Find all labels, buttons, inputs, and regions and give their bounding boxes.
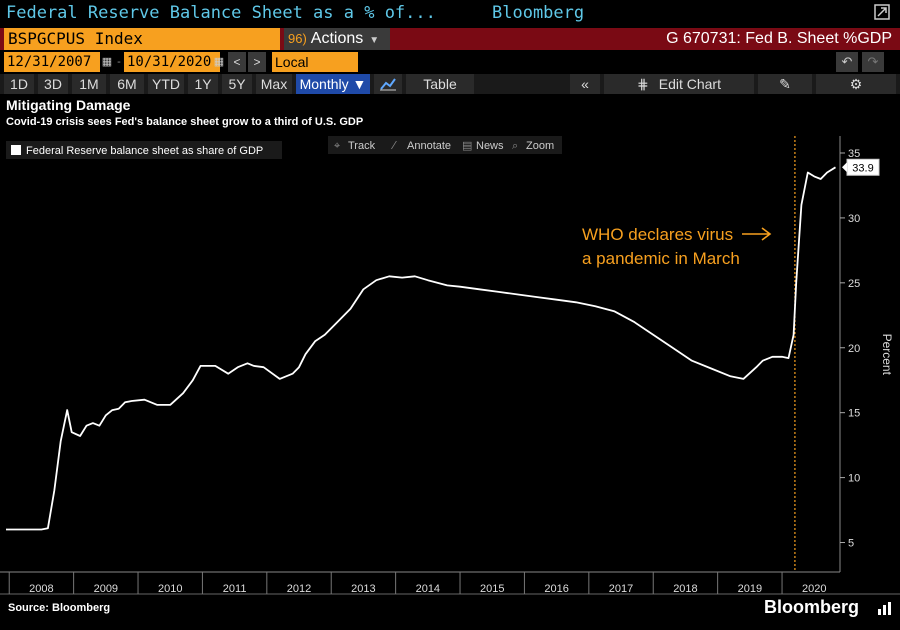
- ticker-field[interactable]: BSPGCPUS Index: [4, 28, 280, 50]
- annotation-group: WHO declares virus a pandemic in March: [582, 136, 796, 572]
- chevron-down-icon: ▼: [369, 35, 380, 46]
- chart-tool-zoom-button[interactable]: Zoom: [526, 140, 554, 152]
- calendar-icon[interactable]: ▦: [101, 56, 113, 68]
- date-separator: -: [117, 56, 121, 68]
- x-tick-label: 2010: [158, 583, 182, 595]
- date-range-bar: 12/31/2007 ▦ - 10/31/2020 ▦ < > Local CC…: [0, 52, 900, 90]
- x-tick-label: 2012: [287, 583, 311, 595]
- crosshair-icon[interactable]: ⌖: [334, 139, 340, 152]
- line-chart-icon[interactable]: [374, 74, 402, 94]
- redo-icon[interactable]: ↷: [862, 52, 884, 72]
- chart-tool-news-button[interactable]: News: [476, 140, 504, 152]
- x-axis: 2008 2009 2010 2011 2012 2013 2014 2015 2016 2017…: [8, 572, 826, 595]
- line-chart: 5 10 15 20 25 30 35 Percent 2008 2009 2010 2011 201…: [0, 136, 900, 595]
- period-1d-button[interactable]: 1D: [4, 74, 34, 94]
- news-icon[interactable]: ▤: [462, 139, 472, 152]
- x-tick-label: 2014: [416, 583, 440, 595]
- x-tick-label: 2011: [223, 583, 247, 595]
- legend-label: Federal Reserve balance sheet as share o…: [26, 145, 263, 157]
- x-tick-label: 2017: [609, 583, 633, 595]
- annotation-text: a pandemic in March: [582, 249, 740, 268]
- chart-toolbar: 1D 3D 1M 6M YTD 1Y 5Y Max Monthly ▼ Tabl…: [0, 74, 900, 94]
- y-tick-label: 20: [848, 343, 860, 355]
- period-3d-button[interactable]: 3D: [38, 74, 68, 94]
- popout-icon[interactable]: [872, 3, 892, 23]
- chart-tools: ⌖ Track ⁄ Annotate ▤ News ⌕ Zoom: [328, 136, 562, 154]
- x-tick-label: 2015: [480, 583, 504, 595]
- next-period-button[interactable]: >: [248, 52, 266, 72]
- edit-chart-button[interactable]: ⋕ Edit Chart: [604, 74, 754, 94]
- legend: Federal Reserve balance sheet as share o…: [6, 141, 282, 159]
- x-tick-label: 2016: [544, 583, 568, 595]
- x-tick-label: 2019: [738, 583, 762, 595]
- x-tick-label: 2018: [673, 583, 697, 595]
- y-tick-label: 15: [848, 408, 860, 420]
- x-tick-label: 2020: [802, 583, 826, 595]
- last-value-pointer: [842, 162, 847, 173]
- window-title-bar: Federal Reserve Balance Sheet as a % of.…: [0, 0, 900, 28]
- y-tick-label: 5: [848, 538, 854, 550]
- chart-subtitle: Covid-19 crisis sees Fed's balance sheet…: [6, 116, 364, 128]
- footer-brand-logo: Bloomberg: [764, 597, 860, 617]
- collapse-left-icon[interactable]: «: [570, 74, 600, 94]
- last-value-label: 33.9: [852, 162, 873, 174]
- pencil-icon[interactable]: ✎: [758, 74, 812, 94]
- currency-select[interactable]: Local CCY▼: [272, 52, 358, 90]
- chart-tool-annotate-button[interactable]: Annotate: [407, 140, 451, 152]
- function-title: G 670731: Fed B. Sheet %GDP: [666, 30, 892, 47]
- period-5y-button[interactable]: 5Y: [222, 74, 252, 94]
- actions-number: 96): [288, 31, 307, 46]
- annotation-arrow-icon: [742, 227, 772, 241]
- legend-swatch: [11, 145, 21, 155]
- plot-frame: [0, 136, 900, 595]
- y-axis: 5 10 15 20 25 30 35 Percent: [840, 148, 894, 550]
- y-tick-label: 35: [848, 148, 860, 160]
- zoom-icon[interactable]: ⌕: [512, 139, 518, 152]
- period-1y-button[interactable]: 1Y: [188, 74, 218, 94]
- window-title: Federal Reserve Balance Sheet as a % of.…: [6, 3, 436, 23]
- period-6m-button[interactable]: 6M: [110, 74, 144, 94]
- y-tick-label: 30: [848, 213, 860, 225]
- start-date-field[interactable]: 12/31/2007: [4, 52, 100, 72]
- actions-menu-button[interactable]: 96) Actions ▼: [284, 28, 390, 50]
- previous-period-button[interactable]: <: [228, 52, 246, 72]
- bar-chart-icon: [878, 602, 891, 615]
- period-ytd-button[interactable]: YTD: [148, 74, 184, 94]
- chart-tool-track-button[interactable]: Track: [348, 140, 376, 152]
- chart-title: Mitigating Damage: [6, 97, 131, 113]
- legend-box: [6, 141, 282, 159]
- annotate-icon[interactable]: ⁄: [390, 139, 397, 152]
- edit-chart-label: Edit Chart: [658, 76, 721, 92]
- y-axis-label: Percent: [880, 334, 894, 376]
- x-tick-label: 2009: [94, 583, 118, 595]
- sliders-icon: ⋕: [637, 76, 649, 92]
- series-group: 33.9: [6, 158, 880, 531]
- x-tick-label: 2008: [29, 583, 53, 595]
- period-max-button[interactable]: Max: [256, 74, 292, 94]
- x-tick-label: 2013: [351, 583, 375, 595]
- table-button[interactable]: Table: [406, 74, 474, 94]
- source-note: Source: Bloomberg: [8, 602, 111, 614]
- calendar-icon[interactable]: ▦: [213, 56, 225, 68]
- actions-label: Actions: [310, 30, 364, 47]
- chart-tools-bar: [328, 136, 562, 154]
- y-tick-label: 25: [848, 278, 860, 290]
- annotation-text: WHO declares virus: [582, 225, 733, 244]
- y-tick-label: 10: [848, 473, 860, 485]
- undo-icon[interactable]: ↶: [836, 52, 858, 72]
- series-line: [6, 166, 836, 531]
- frequency-select[interactable]: Monthly ▼: [296, 74, 370, 94]
- window-brand: Bloomberg: [492, 3, 585, 23]
- gear-icon[interactable]: ⚙: [816, 74, 896, 94]
- period-1m-button[interactable]: 1M: [72, 74, 106, 94]
- end-date-field[interactable]: 10/31/2020: [124, 52, 220, 72]
- command-bar: BSPGCPUS Index 96) Actions ▼ G 670731: Fed…: [0, 28, 900, 50]
